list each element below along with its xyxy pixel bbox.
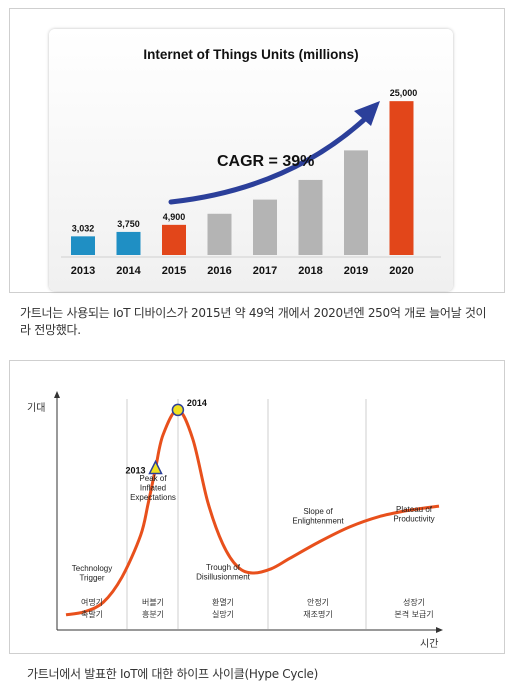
chart-title: Internet of Things Units (millions)	[143, 47, 358, 62]
phase-ko-bottom: 촉발기	[81, 609, 103, 619]
tick-label-2019: 2019	[344, 265, 368, 277]
marker-label-2014: 2014	[187, 398, 207, 408]
phase-ko-bottom: 재조명기	[303, 609, 332, 619]
cagr-arrow	[168, 101, 380, 205]
tick-label-2013: 2013	[71, 265, 95, 277]
marker-2013	[148, 459, 163, 475]
iot-units-bar-chart: Internet of Things Units (millions) 3,03…	[61, 47, 441, 277]
phase-name: Peak of Inflated Expectations	[130, 474, 176, 502]
x-axis-label: 시간	[420, 638, 438, 650]
bar-2017	[253, 199, 277, 255]
phase-ko-bottom: 본격 보급기	[394, 609, 433, 619]
bar-2016	[207, 213, 232, 255]
chart2-caption: 가트너에서 발표한 IoT에 대한 하이프 사이클(Hype Cycle)	[27, 667, 318, 681]
phase-ko-top: 버블기	[142, 597, 164, 607]
phase-name: Trough of Disillusionment	[196, 563, 251, 582]
bar-2019	[344, 150, 368, 255]
phase-ko-bottom: 흥분기	[142, 609, 164, 619]
marker-2014	[171, 403, 185, 417]
tick-label-2016: 2016	[207, 265, 231, 277]
phase-name: Technology Trigger	[72, 564, 112, 583]
phase-name: Slope of Enlightenment	[292, 507, 344, 526]
iot-units-chart-card: Internet of Things Units (millions) 3,03…	[49, 29, 453, 291]
tick-label-2020: 2020	[389, 265, 413, 277]
phase-name: Plateau of Productivity	[393, 505, 434, 524]
bar-2015	[162, 224, 186, 255]
data-label-2015: 4,900	[163, 212, 186, 222]
phase-ko-top: 안정기	[307, 597, 329, 607]
x-axis-tick-labels: 2013 2014 2015 2016 2017 2018 2019 2020	[71, 265, 414, 277]
x-axis-arrow-icon	[436, 627, 443, 633]
hype-curve	[65, 408, 440, 617]
data-label-2020: 25,000	[390, 88, 418, 98]
data-label-2014: 3,750	[117, 219, 140, 229]
chart1-caption: 가트너는 사용되는 IoT 디바이스가 2015년 약 49억 개에서 2020…	[20, 306, 487, 337]
hype-markers: 2013 2014	[125, 398, 206, 476]
y-axis-label: 기대	[27, 402, 45, 414]
cagr-annotation: CAGR = 39%	[217, 153, 314, 170]
phase-ko-bottom: 실망기	[212, 609, 234, 619]
bar-2013	[71, 236, 95, 255]
bar-series	[61, 101, 441, 258]
phase-dividers	[126, 399, 367, 629]
bar-2018	[298, 179, 323, 255]
marker-label-2013: 2013	[125, 465, 145, 475]
bar-2014	[116, 231, 141, 255]
iot-units-chart-panel: Internet of Things Units (millions) 3,03…	[9, 8, 505, 293]
tick-label-2014: 2014	[116, 265, 141, 277]
bar-data-labels: 3,032 3,750 4,900 25,000	[72, 88, 418, 233]
tick-label-2018: 2018	[298, 265, 322, 277]
tick-label-2017: 2017	[253, 265, 277, 277]
phase-ko-top: 성장기	[403, 597, 425, 607]
data-label-2013: 3,032	[72, 223, 95, 233]
phase-ko-top: 여명기	[81, 597, 103, 607]
y-axis-arrow-icon	[54, 391, 60, 398]
tick-label-2015: 2015	[162, 265, 186, 277]
phase-ko-top: 환멸기	[212, 597, 234, 607]
bar-2020	[389, 101, 414, 256]
